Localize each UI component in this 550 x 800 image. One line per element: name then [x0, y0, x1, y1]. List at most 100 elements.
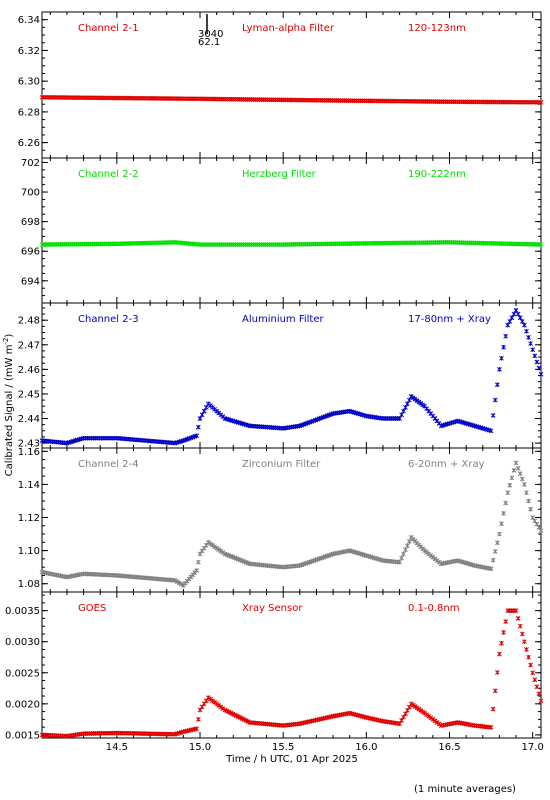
panel-channel-label: Channel 2-4 — [78, 459, 139, 470]
panels-group: 6.26 6.28 6.30 6.32 6.34 Channel 2-1 Lyman-alp… — [5, 11, 544, 753]
data-point — [522, 482, 527, 487]
data-point — [403, 547, 408, 553]
panel-4: 1.08 1.10 1.12 1.14 1.16 Channel 2-4 Zirconium… — [18, 447, 544, 593]
data-point — [532, 353, 538, 359]
data-point — [199, 412, 205, 418]
data-point — [488, 428, 494, 434]
panel-filter-label: Lyman-alpha Filter — [242, 23, 335, 34]
data-point — [406, 539, 412, 544]
data-point — [509, 475, 515, 481]
panel-band-label: 120-123nm — [408, 23, 466, 34]
data-point — [515, 465, 521, 471]
x-tick-label: 16.0 — [355, 742, 377, 753]
data-point — [524, 328, 529, 334]
y-tick-label: 2.48 — [18, 316, 40, 327]
data-point — [505, 490, 511, 496]
data-point — [515, 311, 521, 317]
ylabel-group: Calibrated Signal / (mW m-2) — [2, 334, 15, 477]
data-point — [513, 460, 519, 466]
data-point — [403, 405, 408, 410]
data-point — [503, 333, 509, 339]
y-tick-label: 0.0030 — [5, 637, 40, 648]
panel-band-label: 6-20nm + Xray — [408, 459, 485, 470]
panel-1: 6.26 6.28 6.30 6.32 6.34 Channel 2-1 Lyman-alp… — [18, 11, 544, 159]
data-point — [538, 100, 544, 105]
panel-2: 694 696 698 700 702 Channel 2-2 Herzberg Filte… — [21, 157, 544, 304]
y-tick-label: 6.32 — [18, 46, 40, 57]
data-point — [509, 315, 515, 321]
data-point — [526, 654, 531, 660]
y-tick-label: 700 — [21, 188, 40, 199]
panel-band-label: 17-80nm + Xray — [408, 314, 491, 325]
y-axis-label: Calibrated Signal / (mW m-2) — [2, 334, 15, 477]
data-point — [522, 322, 527, 328]
data-point — [538, 371, 544, 377]
data-point — [203, 405, 209, 410]
panel-band-label: 190-222nm — [408, 169, 466, 180]
y-tick-label: 1.08 — [18, 579, 40, 590]
panel-channel-label: Channel 2-1 — [78, 23, 139, 34]
panel-filter-label: Aluminium Filter — [242, 314, 325, 325]
y-tick-label: 1.12 — [18, 513, 40, 524]
data-point — [194, 433, 200, 439]
panel-filter-label: Herzberg Filter — [242, 169, 317, 180]
data-point — [536, 365, 542, 371]
data-point — [517, 471, 523, 477]
y-tick-label: 6.26 — [18, 138, 40, 149]
y-tick-label: 2.43 — [18, 439, 40, 450]
y-tick-label: 0.0015 — [5, 730, 40, 741]
data-point — [497, 651, 502, 657]
y-tick-label: 2.45 — [18, 389, 40, 400]
data-point — [519, 476, 525, 482]
data-point — [406, 397, 412, 403]
data-point — [405, 401, 410, 407]
y-tick-label: 694 — [21, 276, 40, 287]
data-point — [503, 619, 509, 624]
panel-filter-label: Xray Sensor — [242, 603, 303, 614]
y-axis-label-sup: -2 — [2, 338, 10, 345]
data-point — [488, 725, 494, 730]
data-point — [507, 482, 513, 488]
data-point — [490, 706, 496, 712]
data-point — [528, 506, 533, 512]
data-point — [515, 616, 521, 621]
data-point — [499, 521, 504, 527]
data-point — [519, 631, 525, 637]
data-point — [503, 500, 509, 506]
data-point — [201, 408, 207, 414]
panel-3: 2.43 2.44 2.45 2.46 2.47 2.48 Channel 2-3 Alumi… — [18, 302, 544, 450]
data-point — [522, 639, 527, 645]
annotation-bottom: 62.1 — [198, 37, 220, 48]
data-point — [499, 640, 504, 646]
x-tick-label: 15.0 — [189, 742, 211, 753]
data-point — [497, 531, 502, 537]
annotation-top: 3040 — [198, 29, 223, 40]
data-point — [490, 413, 496, 418]
data-point — [195, 424, 201, 430]
data-point — [517, 315, 523, 321]
data-point — [513, 308, 519, 313]
data-point — [497, 367, 502, 372]
data-point — [195, 717, 201, 722]
x-tick-label: 16.5 — [438, 742, 460, 753]
data-point — [528, 341, 533, 346]
y-tick-label: 696 — [21, 247, 40, 258]
data-point — [499, 355, 504, 361]
y-tick-label: 6.34 — [18, 15, 40, 26]
y-axis-label-close: ) — [4, 334, 15, 338]
footnote: (1 minute averages) — [414, 784, 516, 795]
data-point — [530, 670, 536, 676]
data-point — [519, 319, 525, 324]
data-point — [501, 630, 506, 635]
data-point — [532, 677, 538, 683]
data-point — [538, 242, 544, 247]
y-tick-label: 2.46 — [18, 365, 40, 376]
y-tick-label: 0.0025 — [5, 668, 40, 679]
panel-channel-label: Channel 2-3 — [78, 314, 139, 325]
y-tick-label: 1.14 — [18, 480, 40, 491]
data-point — [526, 498, 531, 504]
data-point — [517, 623, 523, 629]
y-tick-label: 6.30 — [18, 77, 40, 88]
data-point — [511, 311, 517, 317]
